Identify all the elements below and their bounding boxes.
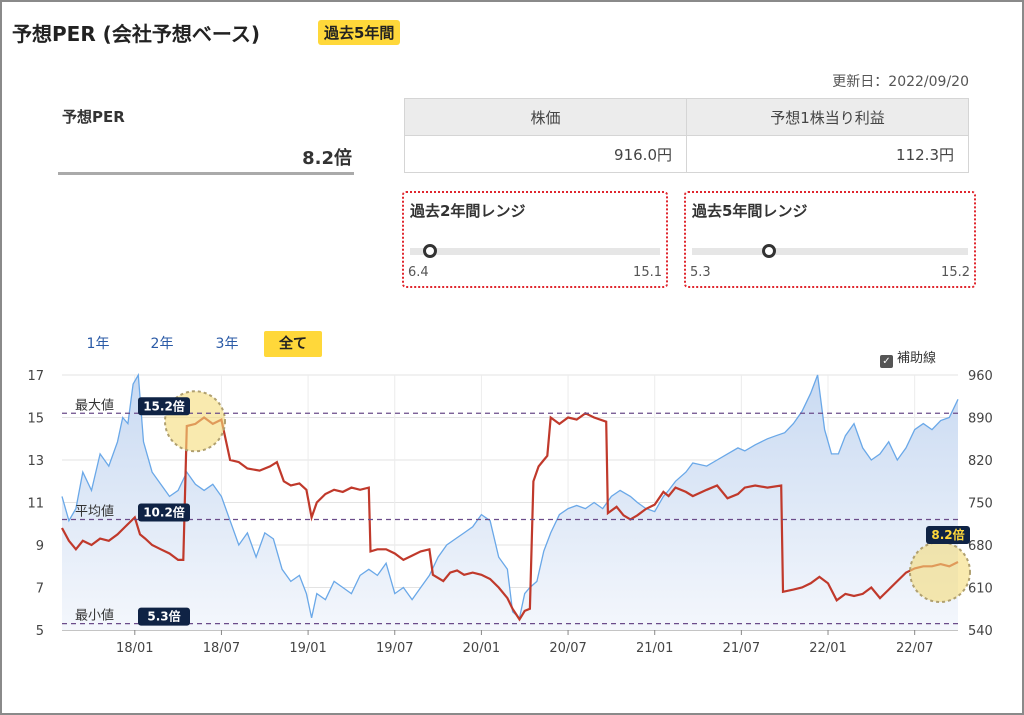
y-left-tick: 5 bbox=[36, 624, 44, 639]
y-right-tick: 540 bbox=[968, 624, 993, 639]
per-underline bbox=[58, 172, 354, 175]
range-5y-track bbox=[692, 248, 968, 255]
reference-label: 最小値 bbox=[75, 608, 114, 624]
reference-label: 最大値 bbox=[75, 397, 114, 413]
x-tick-label: 22/01 bbox=[809, 641, 846, 656]
price-table: 株価 予想1株当り利益 916.0円 112.3円 bbox=[404, 98, 969, 173]
eps-value: 112.3円 bbox=[686, 135, 969, 173]
x-tick-label: 18/01 bbox=[116, 641, 153, 656]
y-left-tick: 11 bbox=[27, 497, 44, 512]
tab-2y[interactable]: 2年 bbox=[150, 336, 174, 352]
reference-tag bbox=[138, 607, 190, 626]
checkbox-icon[interactable]: ✓ bbox=[880, 355, 893, 368]
aux-line-label: 補助線 bbox=[897, 351, 937, 366]
tab-all[interactable]: 全て bbox=[264, 331, 322, 357]
y-right-tick: 610 bbox=[968, 582, 993, 597]
y-right-tick: 750 bbox=[968, 497, 993, 512]
y-left-tick: 17 bbox=[27, 369, 44, 384]
reference-tag-text: 10.2倍 bbox=[143, 505, 185, 520]
range-2y-title: 過去2年間レンジ bbox=[410, 202, 526, 220]
x-tick-label: 19/01 bbox=[289, 641, 326, 656]
per-chart: 5 540 7 610 9 680 11 750 13 820 15 890 17 960 18/01 18/… bbox=[27, 369, 993, 656]
x-tick-label: 18/07 bbox=[203, 641, 240, 656]
current-highlight bbox=[909, 541, 971, 603]
y-left-tick: 15 bbox=[27, 412, 44, 427]
period-badge: 過去5年間 bbox=[318, 20, 401, 45]
aux-line-toggle[interactable]: ✓ 補助線 bbox=[880, 347, 936, 368]
y-left-tick: 13 bbox=[27, 454, 44, 469]
x-tick-label: 21/01 bbox=[636, 641, 673, 656]
reference-tag-text: 5.3倍 bbox=[147, 609, 180, 624]
price-value: 916.0円 bbox=[404, 135, 687, 173]
per-label: 予想PER bbox=[62, 108, 125, 126]
current-tag bbox=[926, 526, 970, 544]
y-right-tick: 680 bbox=[968, 539, 993, 554]
price-header: 株価 bbox=[404, 98, 687, 136]
price-area bbox=[62, 375, 958, 630]
reference-tag bbox=[138, 397, 190, 416]
range-2y-low: 6.4 bbox=[408, 265, 429, 280]
y-right-tick: 890 bbox=[968, 412, 993, 427]
range-5y-high: 15.2 bbox=[941, 265, 970, 280]
x-tick-label: 22/07 bbox=[896, 641, 933, 656]
tab-1y[interactable]: 1年 bbox=[86, 336, 110, 352]
range-2y-marker bbox=[423, 244, 437, 258]
reference-tag-text: 15.2倍 bbox=[143, 398, 185, 413]
range-2y: 過去2年間レンジ 6.4 15.1 bbox=[402, 191, 668, 288]
x-tick-label: 19/07 bbox=[376, 641, 413, 656]
reference-label: 平均値 bbox=[75, 504, 114, 520]
range-5y-title: 過去5年間レンジ bbox=[692, 202, 808, 220]
range-2y-track bbox=[410, 248, 660, 255]
tab-3y[interactable]: 3年 bbox=[215, 336, 239, 352]
current-tag-text: 8.2倍 bbox=[931, 527, 964, 542]
x-tick-label: 21/07 bbox=[723, 641, 760, 656]
updated-date: 更新日：2022/09/20 bbox=[832, 74, 969, 90]
y-left-tick: 7 bbox=[36, 582, 44, 597]
y-right-tick: 960 bbox=[968, 369, 993, 384]
page-title: 予想PER (会社予想ベース) bbox=[12, 22, 260, 46]
price-line bbox=[61, 372, 959, 620]
x-tick-label: 20/01 bbox=[463, 641, 500, 656]
range-5y-marker bbox=[762, 244, 777, 258]
range-5y: 過去5年間レンジ 5.3 15.2 bbox=[684, 191, 976, 288]
reference-tag bbox=[138, 503, 190, 522]
x-tick-label: 20/07 bbox=[549, 641, 586, 656]
y-left-tick: 9 bbox=[36, 539, 44, 554]
eps-header: 予想1株当り利益 bbox=[686, 98, 969, 136]
range-5y-low: 5.3 bbox=[690, 265, 711, 280]
y-right-tick: 820 bbox=[968, 454, 993, 469]
per-value: 8.2倍 bbox=[302, 148, 352, 169]
range-2y-high: 15.1 bbox=[633, 265, 662, 280]
